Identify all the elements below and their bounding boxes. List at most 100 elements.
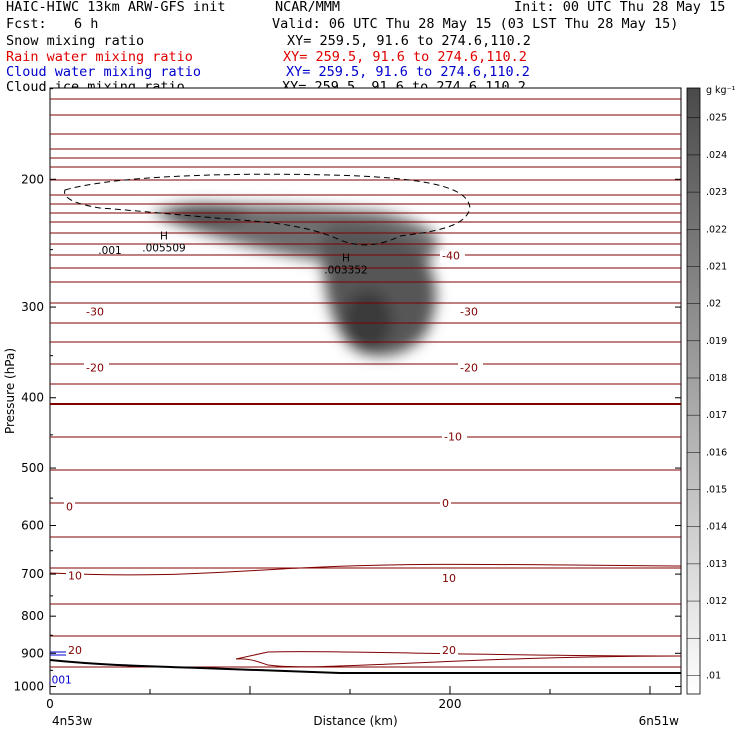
x-endpoint-left: 4n53w: [52, 714, 93, 728]
colorbar-level: .021: [706, 261, 727, 272]
temperature-line: [49, 254, 682, 256]
temperature-line: [235, 655, 682, 668]
temperature-line: [49, 267, 682, 269]
colorbar-level: .017: [706, 410, 727, 421]
colorbar-level: .022: [706, 224, 727, 235]
temperature-line: [49, 302, 682, 304]
temperature-contour-label: -20: [86, 361, 104, 374]
temperature-line: [49, 603, 682, 605]
temperature-line: [49, 281, 682, 283]
extremum-value: .003352: [324, 265, 367, 277]
header-model: HAIC-HIWC 13km ARW-GFS init: [6, 0, 226, 15]
temperature-line: [49, 203, 682, 205]
temperature-line: [49, 383, 682, 385]
y-tick-label: 400: [21, 391, 44, 405]
y-tick-label: 800: [21, 609, 44, 623]
colorbar-level: .019: [706, 336, 727, 347]
cloud-ice-contour: [64, 173, 471, 246]
extremum-marker: H: [160, 231, 168, 243]
colorbar-level: .015: [706, 485, 727, 496]
temperature-line: [49, 98, 682, 100]
contour-label-bg: [66, 644, 84, 657]
colorbar-level: .016: [706, 447, 727, 458]
y-tick-label: 500: [21, 461, 44, 475]
contour-label-bg: [440, 644, 458, 657]
temperature-line: [49, 221, 682, 223]
temperature-line: [49, 322, 682, 324]
contour-label-bg: [84, 306, 109, 319]
legend-rain-xy: XY= 259.5, 91.6 to 274.6,110.2: [283, 49, 527, 65]
contour-label-bg: [442, 431, 467, 444]
temperature-contour-label: -20: [460, 361, 478, 374]
colorbar-level: .024: [706, 150, 727, 161]
temperature-contour-label: -30: [86, 305, 104, 318]
contour-label-bg: [458, 362, 483, 375]
legend-snow-label: Snow mixing ratio: [6, 33, 145, 49]
extremum-marker: H: [342, 253, 350, 265]
header-valid: Valid: 06 UTC Thu 28 May 15 (03 LST Thu …: [272, 16, 679, 32]
temperature-line: [49, 148, 682, 150]
temperature-line: [49, 402, 682, 406]
temperature-line: [49, 194, 682, 196]
temperature-line: [49, 563, 682, 576]
header-org: NCAR/MMM: [275, 0, 341, 15]
temperature-line: [235, 651, 682, 660]
contour-label-bg: [458, 306, 483, 319]
temperature-contour-label: -40: [442, 250, 460, 263]
legend-rain-label: Rain water mixing ratio: [6, 49, 193, 65]
y-tick-label: 200: [21, 172, 44, 186]
extremum-value: .005509: [142, 243, 185, 255]
temperature-line: [49, 212, 682, 214]
header-fcst-value: 6 h: [74, 16, 99, 32]
temperature-contour-label: -10: [444, 430, 462, 443]
temperature-line: [49, 133, 682, 135]
header-fcst-label: Fcst:: [6, 16, 47, 32]
y-tick-label: 600: [21, 519, 44, 533]
temperature-contour-label: 20: [68, 644, 82, 657]
contour-label-bg: [66, 570, 84, 583]
legend-snow-xy: XY= 259.5, 91.6 to 274.6,110.2: [287, 33, 531, 49]
temperature-line: [49, 469, 682, 471]
colorbar-bar: [686, 87, 701, 695]
contour-label-bg: [440, 250, 465, 263]
colorbar-level: .013: [706, 559, 727, 570]
contour-label-bg: [440, 573, 458, 586]
plot-area: 10020030040050060070080090010000200Dista…: [3, 87, 682, 728]
temperature-contour-label: 0: [442, 497, 449, 510]
temperature-contour-label: 10: [68, 569, 82, 582]
header-init: Init: 00 UTC Thu 28 May 15: [514, 0, 726, 15]
temperature-line: [49, 341, 682, 343]
temperature-contour-label: 10: [442, 572, 456, 585]
colorbar-level: .018: [706, 373, 727, 384]
x-tick-label: 200: [439, 697, 462, 711]
temperature-line: [49, 179, 682, 181]
temperature-contour-label: 0: [66, 500, 73, 513]
y-axis-label: Pressure (hPa): [3, 348, 17, 434]
plot-frame: [49, 87, 682, 695]
colorbar-level: .025: [706, 113, 727, 124]
temperature-line: [49, 536, 682, 538]
x-tick-label: 0: [46, 697, 54, 711]
temperature-line: [49, 114, 682, 116]
contour-label-bg: [440, 498, 451, 511]
legend-cloud-water-xy: XY= 259.5, 91.6 to 274.6,110.2: [286, 64, 530, 80]
colorbar-level: .012: [706, 596, 727, 607]
temperature-line: [49, 666, 682, 668]
contour-label-bg: [84, 362, 109, 375]
temperature-line: [49, 635, 682, 637]
legend-cloud-water-label: Cloud water mixing ratio: [6, 64, 202, 80]
y-tick-label: 300: [21, 300, 44, 314]
colorbar-level: .014: [706, 522, 727, 533]
temperature-contour-label: -30: [460, 305, 478, 318]
y-tick-label: 900: [21, 646, 44, 660]
colorbar-level: .011: [706, 633, 727, 644]
y-tick-label: 700: [21, 567, 44, 581]
contour-label-bg: [64, 501, 75, 514]
temperature-contour-label: 20: [442, 644, 456, 657]
extremum-value: .001: [48, 675, 71, 687]
colorbar-unit: g kg⁻¹: [706, 85, 736, 96]
colorbar-level: .023: [706, 187, 727, 198]
temperature-line: [49, 363, 682, 365]
x-axis-label: Distance (km): [313, 714, 397, 728]
